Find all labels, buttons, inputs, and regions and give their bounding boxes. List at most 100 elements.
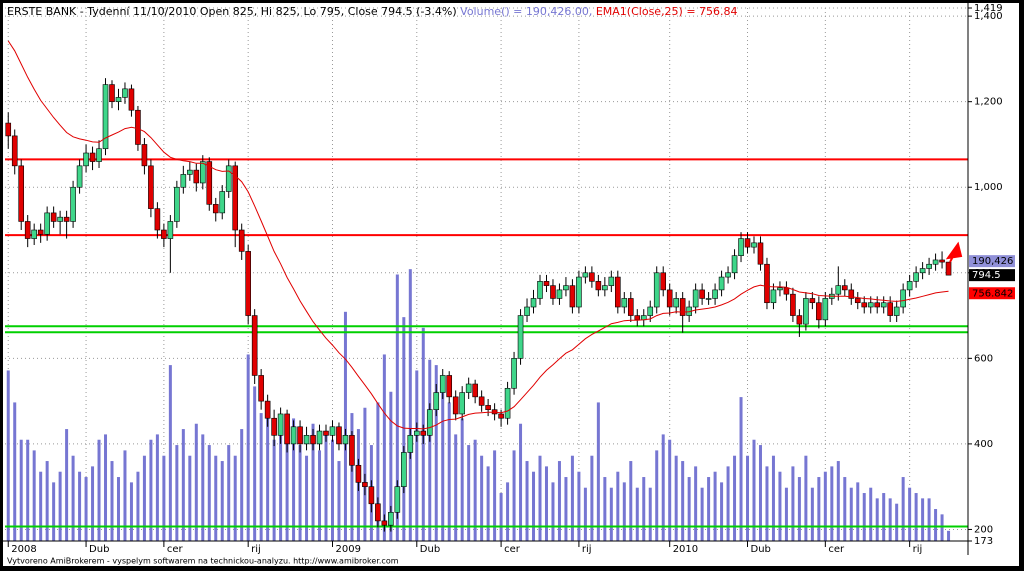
candle-body (816, 302, 822, 321)
volume-bar (642, 477, 646, 541)
candle-body (388, 512, 394, 526)
volume-bar (97, 439, 101, 541)
candle-body (141, 144, 148, 167)
volume-bar (797, 477, 801, 541)
volume-bar (6, 370, 10, 541)
x-tick-label: rij (913, 544, 923, 555)
axis-labels: 1732004006008001,0001,2001,4001,4192008D… (7, 3, 1015, 555)
ema-line (7, 40, 949, 430)
volume-bar (544, 466, 548, 541)
candle-body (180, 174, 187, 188)
title-ema: EMA1(Close,25) = 756.84 (596, 5, 738, 18)
candle-body (193, 169, 200, 184)
volume-bar (84, 477, 88, 541)
candle-body (615, 276, 621, 308)
candle-body (900, 289, 906, 308)
candle-body (913, 272, 919, 282)
volume-bar (240, 429, 244, 541)
volume-bar (817, 477, 821, 541)
candle-body (5, 122, 12, 137)
candle-body (874, 302, 881, 308)
volume-bar (681, 461, 685, 541)
candle-body (57, 216, 63, 222)
volume-bar (330, 439, 334, 541)
candle-body (452, 396, 459, 415)
volume-bar (149, 439, 153, 541)
volume-bar (648, 487, 652, 541)
volume-bar (78, 471, 82, 541)
volume-bar (233, 455, 237, 541)
candle-body (76, 165, 83, 188)
ema-last-label: 756.842 (972, 288, 1013, 299)
ema-last-box (969, 287, 1015, 300)
volume-bar (71, 455, 75, 541)
candle-body (880, 302, 887, 308)
volume-bar (713, 471, 717, 541)
x-tick-label: Dub (89, 544, 109, 555)
x-tick-label: cer (167, 544, 184, 555)
volume-bar (343, 311, 347, 541)
x-tick-label: cer (504, 544, 521, 555)
candle-body (822, 298, 829, 321)
x-tick-label: 2009 (335, 544, 360, 555)
volume-bar (557, 461, 561, 541)
volume-bar (856, 482, 860, 541)
volume-bar (603, 477, 607, 541)
volume-bar (311, 423, 315, 541)
candle-body (310, 435, 316, 445)
candle-body (154, 208, 161, 231)
candle-body (744, 238, 751, 248)
volume-bar (480, 455, 484, 541)
candle-body (848, 289, 855, 299)
volume-last-label: 190,426 (972, 256, 1013, 267)
volume-bar (849, 487, 853, 541)
volume-bar (707, 477, 711, 541)
volume-bar (804, 455, 808, 541)
volume-bar (746, 455, 750, 541)
volume-bar (564, 477, 568, 541)
volume-bar (324, 434, 328, 541)
candle-body (589, 272, 595, 282)
y-tick-label: 1,000 (974, 182, 1003, 193)
volume-bar (110, 461, 114, 541)
close-last-box (969, 269, 1015, 282)
volume-bar (408, 269, 412, 541)
volume-bar (26, 439, 30, 541)
candle-body (258, 375, 264, 402)
volume-bar (382, 354, 386, 541)
volume-bar (246, 354, 250, 541)
candle-body (478, 396, 485, 406)
candle-body (63, 216, 70, 222)
candle-body (303, 435, 310, 445)
volume-bar (123, 450, 127, 541)
volume-bar (473, 439, 477, 541)
candle-body (543, 281, 550, 286)
candle-body (439, 375, 446, 393)
volume-bar (590, 455, 594, 541)
candle-body (232, 165, 239, 231)
candle-body (906, 281, 913, 291)
volume-bar (596, 402, 600, 541)
volume-bar (583, 487, 587, 541)
candle-body (563, 285, 569, 291)
volume-bar (32, 450, 36, 541)
candle-body (381, 520, 388, 526)
candle-body (679, 298, 686, 316)
y-tick-label: 600 (974, 353, 993, 364)
volume-bar (337, 461, 341, 541)
candle-body (790, 293, 796, 316)
volume-bar (298, 445, 302, 541)
candle-body (887, 302, 893, 316)
candle-body (102, 84, 109, 150)
candle-body (407, 435, 414, 453)
candle-body (517, 315, 524, 359)
volume-bar (921, 498, 925, 541)
candle-body (751, 242, 757, 248)
volume-bar (318, 450, 322, 541)
candle-body (70, 186, 76, 222)
volume-bar (519, 423, 523, 541)
candle-body (705, 298, 712, 300)
volume-bar (882, 493, 886, 541)
candle-body (725, 272, 731, 278)
